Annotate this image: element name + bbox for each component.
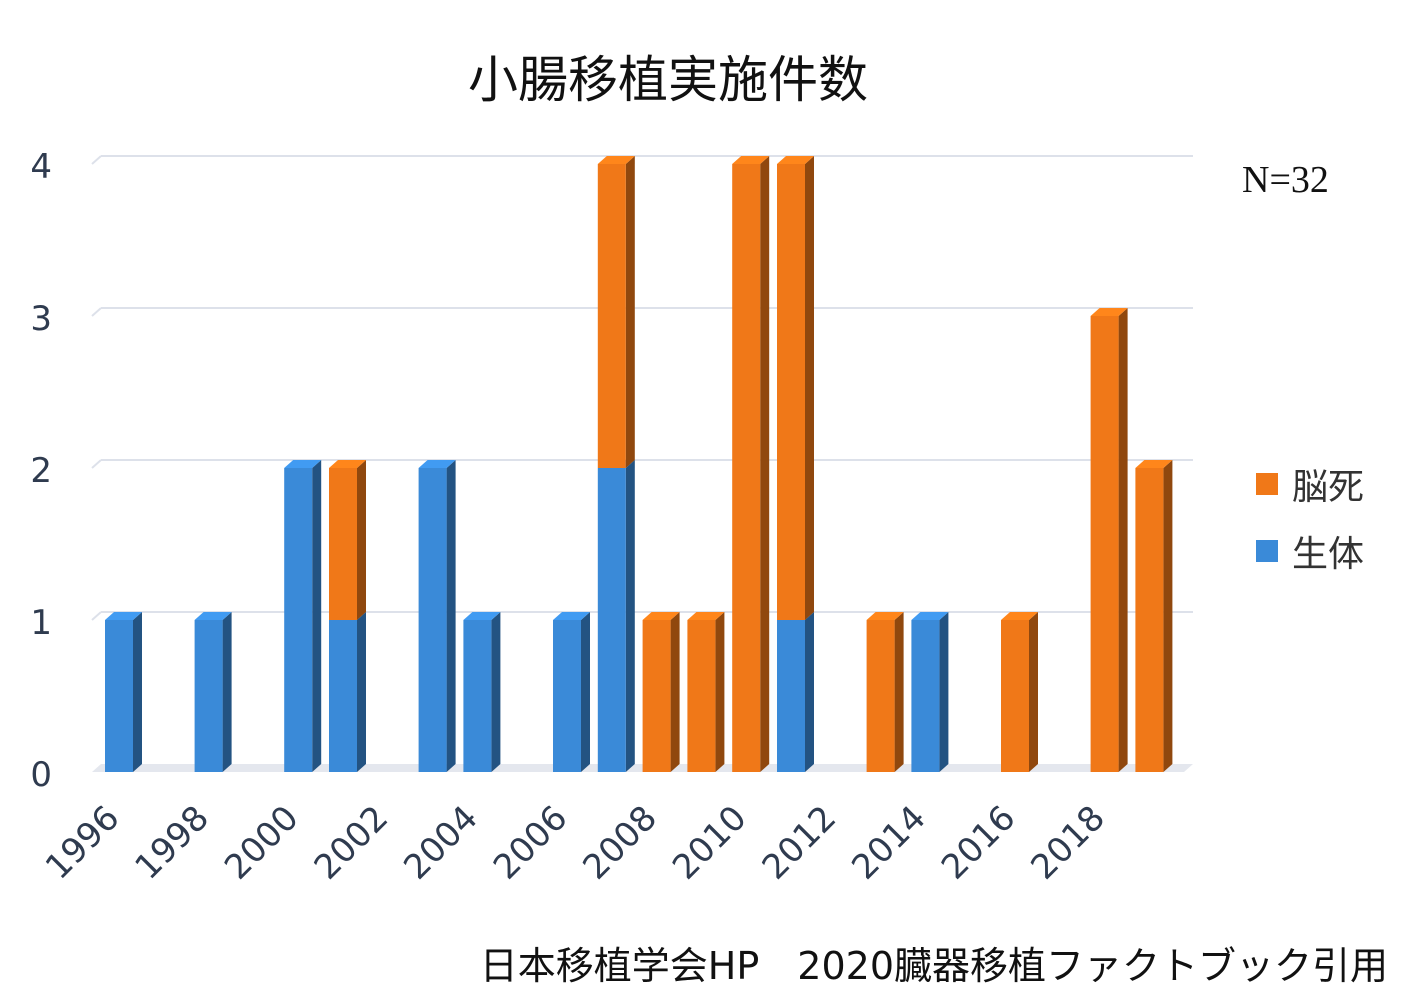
x-tick-label: 2008 bbox=[575, 798, 664, 887]
bar-living-2006 bbox=[553, 620, 581, 772]
bar-living-1998 bbox=[194, 620, 223, 772]
bar-top-brain-death-2016 bbox=[1001, 612, 1038, 620]
bar-top-living-1996 bbox=[105, 612, 142, 620]
source-footer: 日本移植学会HP 2020臓器移植ファクトブック引用 bbox=[479, 944, 1388, 988]
bar-top-brain-death-2011 bbox=[777, 156, 814, 164]
bar-top-living-1998 bbox=[194, 612, 232, 620]
bar-brain-death-2018 bbox=[1090, 316, 1119, 772]
bar-side-brain-death-2010 bbox=[760, 156, 770, 772]
bar-living-2004 bbox=[463, 620, 492, 772]
bar-side-living-2007 bbox=[625, 460, 635, 772]
y-tick-label: 1 bbox=[30, 603, 52, 643]
legend-label-living: 生体 bbox=[1292, 534, 1365, 575]
bar-top-living-2006 bbox=[553, 612, 590, 620]
bar-side-living-2014 bbox=[939, 612, 949, 772]
gridline-wall bbox=[91, 155, 102, 165]
bar-top-living-2000 bbox=[284, 460, 322, 468]
bar-living-2014 bbox=[911, 620, 940, 772]
bar-brain-death-2010 bbox=[732, 164, 761, 772]
x-tick-label: 2016 bbox=[934, 798, 1023, 887]
bar-side-living-1998 bbox=[222, 612, 232, 772]
legend-swatch-living bbox=[1256, 540, 1278, 562]
bar-living-1996 bbox=[105, 620, 133, 772]
bar-top-brain-death-2001 bbox=[329, 460, 366, 468]
bar-top-brain-death-2010 bbox=[732, 156, 770, 164]
bar-brain-death-2011 bbox=[777, 164, 805, 620]
chart-title: 小腸移植実施件数 bbox=[468, 51, 868, 109]
legend-item-living: 生体 bbox=[1256, 531, 1364, 575]
bar-side-brain-death-2007 bbox=[625, 156, 635, 468]
y-tick-label: 3 bbox=[30, 299, 52, 339]
x-tick-label: 2004 bbox=[396, 798, 485, 887]
bar-side-brain-death-2009 bbox=[715, 612, 725, 772]
bar-living-2001 bbox=[329, 620, 357, 772]
x-tick-label: 2018 bbox=[1023, 798, 1112, 887]
bar-side-brain-death-2019 bbox=[1163, 460, 1173, 772]
bar-side-living-2011 bbox=[805, 612, 814, 772]
bar-side-brain-death-2011 bbox=[805, 156, 814, 620]
bar-top-brain-death-2018 bbox=[1090, 308, 1128, 316]
legend-item-brain-death: 脳死 bbox=[1256, 464, 1364, 508]
gridline-wall bbox=[91, 307, 102, 317]
bar-side-brain-death-2018 bbox=[1118, 308, 1128, 772]
x-tick-label: 2000 bbox=[217, 798, 306, 887]
bar-brain-death-2019 bbox=[1135, 468, 1164, 772]
bar-side-living-2004 bbox=[491, 612, 501, 772]
bar-top-living-2014 bbox=[911, 612, 949, 620]
bar-brain-death-2001 bbox=[329, 468, 357, 620]
sample-size-annotation: N=32 bbox=[1242, 159, 1329, 201]
x-tick-label: 2002 bbox=[307, 798, 396, 887]
bar-side-living-2003 bbox=[446, 460, 456, 772]
x-tick-label: 2014 bbox=[844, 798, 933, 887]
bar-side-brain-death-2013 bbox=[894, 612, 904, 772]
bar-brain-death-2016 bbox=[1001, 620, 1029, 772]
bar-top-brain-death-2009 bbox=[687, 612, 725, 620]
bar-side-brain-death-2008 bbox=[670, 612, 680, 772]
bar-side-living-2006 bbox=[581, 612, 590, 772]
bar-top-brain-death-2019 bbox=[1135, 460, 1173, 468]
y-tick-label: 2 bbox=[30, 451, 52, 491]
bar-side-brain-death-2016 bbox=[1029, 612, 1038, 772]
bar-living-2000 bbox=[284, 468, 313, 772]
bar-top-brain-death-2013 bbox=[866, 612, 904, 620]
bar-side-living-2000 bbox=[312, 460, 322, 772]
bar-top-brain-death-2007 bbox=[597, 156, 635, 164]
bar-living-2003 bbox=[418, 468, 447, 772]
bar-brain-death-2009 bbox=[687, 620, 716, 772]
bar-top-living-2004 bbox=[463, 612, 501, 620]
bar-living-2007 bbox=[597, 468, 626, 772]
bar-top-living-2003 bbox=[418, 460, 456, 468]
bar-brain-death-2013 bbox=[866, 620, 895, 772]
gridline-wall bbox=[91, 611, 102, 621]
y-tick-label: 0 bbox=[30, 755, 52, 795]
bar-living-2011 bbox=[777, 620, 805, 772]
bar-brain-death-2007 bbox=[597, 164, 626, 468]
x-tick-label: 2006 bbox=[486, 798, 575, 887]
gridline-wall bbox=[91, 459, 102, 469]
bar-side-living-2001 bbox=[357, 612, 366, 772]
bar-side-brain-death-2001 bbox=[357, 460, 366, 620]
x-tick-label: 2010 bbox=[665, 798, 754, 887]
legend-label-brain-death: 脳死 bbox=[1292, 467, 1365, 508]
x-tick-label: 1996 bbox=[38, 798, 127, 887]
bar-side-living-1996 bbox=[133, 612, 142, 772]
x-tick-label: 1998 bbox=[127, 798, 216, 887]
bar-brain-death-2008 bbox=[642, 620, 671, 772]
x-tick-label: 2012 bbox=[755, 798, 844, 887]
y-tick-label: 4 bbox=[30, 147, 52, 187]
legend-swatch-brain-death bbox=[1256, 473, 1278, 495]
bar-top-brain-death-2008 bbox=[642, 612, 680, 620]
